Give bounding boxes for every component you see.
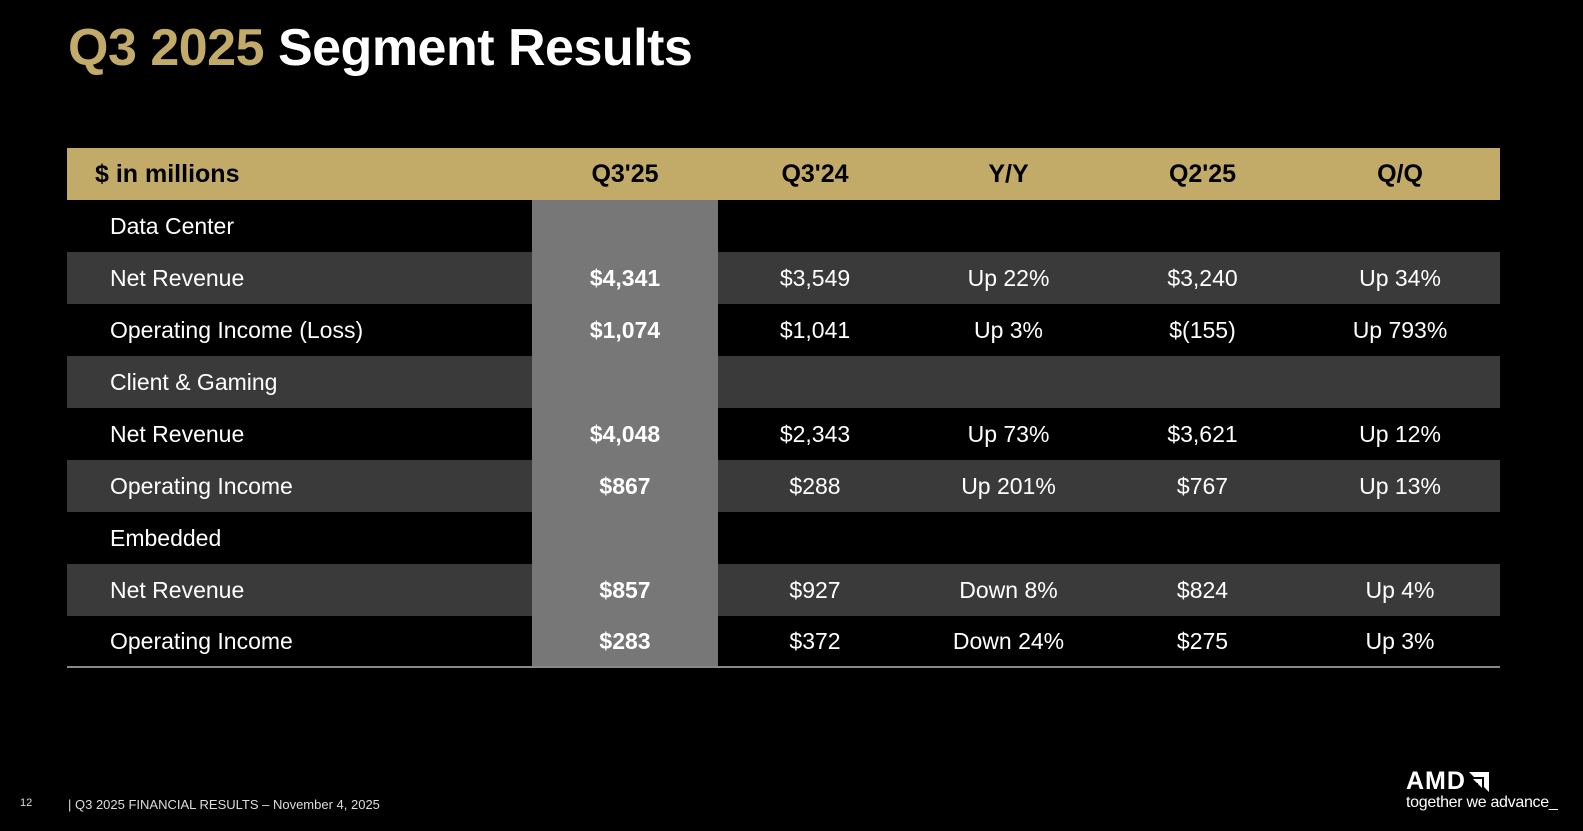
page-title: Q3 2025 Segment Results [68, 19, 693, 77]
table-row: Net Revenue $4,048 $2,343 Up 73% $3,621 Up 12… [67, 408, 1500, 460]
table-cell: $867 [532, 460, 718, 512]
table-cell: Net Revenue [110, 420, 245, 447]
table-cell [1300, 200, 1500, 252]
table-cell [532, 512, 718, 564]
table-cell [1300, 512, 1500, 564]
table-cell [1105, 512, 1300, 564]
table-cell: $288 [789, 472, 841, 499]
table-cell [718, 200, 912, 252]
table-row: Net Revenue $857 $927 Down 8% $824 Up 4% [67, 564, 1500, 616]
table-cell [1105, 200, 1300, 252]
table-cell [912, 512, 1105, 564]
table-cell: Up 3% [1365, 627, 1435, 654]
column-header: $ in millions [95, 159, 240, 188]
column-header: Q2'25 [1168, 159, 1237, 188]
table-cell: Up 3% [973, 316, 1044, 343]
table-cell: Up 793% [1352, 316, 1448, 343]
segment-header-row: Client & Gaming [67, 356, 1500, 408]
table-cell: $1,074 [532, 304, 718, 356]
table-cell [718, 356, 912, 408]
table-cell [1300, 356, 1500, 408]
table-cell: $(155) [1169, 316, 1236, 343]
table-cell: Up 12% [1359, 420, 1441, 447]
table-cell: $767 [1176, 472, 1229, 499]
table-row: Operating Income $283 $372 Down 24% $275 Up 3… [67, 616, 1500, 668]
table-cell: $824 [1176, 576, 1229, 603]
page-number: 12 [20, 797, 33, 809]
table-cell [1105, 356, 1300, 408]
segment-header-row: Data Center [67, 200, 1500, 252]
table-cell: Operating Income [110, 472, 293, 499]
table-cell: Net Revenue [110, 264, 245, 291]
table-cell: $372 [789, 627, 841, 654]
table-cell: Net Revenue [110, 576, 245, 603]
column-header: Q3'24 [781, 159, 849, 188]
table-cell: $857 [532, 564, 718, 616]
table-cell: Down 24% [952, 627, 1065, 654]
column-header: Y/Y [988, 159, 1029, 188]
table-row: Net Revenue $4,341 $3,549 Up 22% $3,240 Up 34… [67, 252, 1500, 304]
table-cell: $4,341 [532, 252, 718, 304]
table-cell: $927 [789, 576, 841, 603]
table-cell: $1,041 [779, 316, 851, 343]
table-cell: $3,240 [1167, 264, 1238, 291]
table-cell: Up 201% [961, 472, 1056, 499]
table-cell: Up 34% [1359, 264, 1441, 291]
footer-text: | Q3 2025 FINANCIAL RESULTS – November 4… [68, 797, 380, 812]
table-cell [532, 356, 718, 408]
table-cell: Down 8% [959, 576, 1058, 603]
table-cell: $283 [532, 616, 718, 666]
table-cell: Up 13% [1359, 472, 1441, 499]
table-cell: Up 73% [967, 420, 1050, 447]
table-cell: Operating Income (Loss) [110, 316, 364, 343]
table-cell: $275 [1176, 627, 1229, 654]
segment-results-table: $ in millions Q3'25 Q3'24 Y/Y Q2'25 Q/Q Data C… [67, 148, 1500, 668]
table-cell [718, 512, 912, 564]
table-cell [912, 200, 1105, 252]
table-cell: Data Center [110, 212, 235, 239]
table-cell [532, 200, 718, 252]
column-header: Q3'25 [591, 159, 659, 188]
amd-arrow-icon [1468, 771, 1489, 792]
segment-header-row: Embedded [67, 512, 1500, 564]
table-cell: $4,048 [532, 408, 718, 460]
table-cell: $3,549 [779, 264, 851, 291]
table-cell [912, 356, 1105, 408]
column-header: Q/Q [1377, 159, 1423, 188]
table-cell: $2,343 [779, 420, 851, 447]
table-row: Operating Income $867 $288 Up 201% $767 Up 13… [67, 460, 1500, 512]
table-cell: Embedded [110, 524, 222, 551]
table-cell: Up 22% [967, 264, 1050, 291]
amd-logo: AMD together we advance_ [1406, 767, 1558, 811]
table-cell: Operating Income [110, 627, 293, 654]
table-row: Operating Income (Loss) $1,074 $1,041 Up 3%… [67, 304, 1500, 356]
table-cell: $3,621 [1167, 420, 1238, 447]
table-header: $ in millions Q3'25 Q3'24 Y/Y Q2'25 Q/Q [67, 148, 1500, 200]
table-cell: Up 4% [1365, 576, 1435, 603]
table-cell: Client & Gaming [110, 368, 278, 395]
